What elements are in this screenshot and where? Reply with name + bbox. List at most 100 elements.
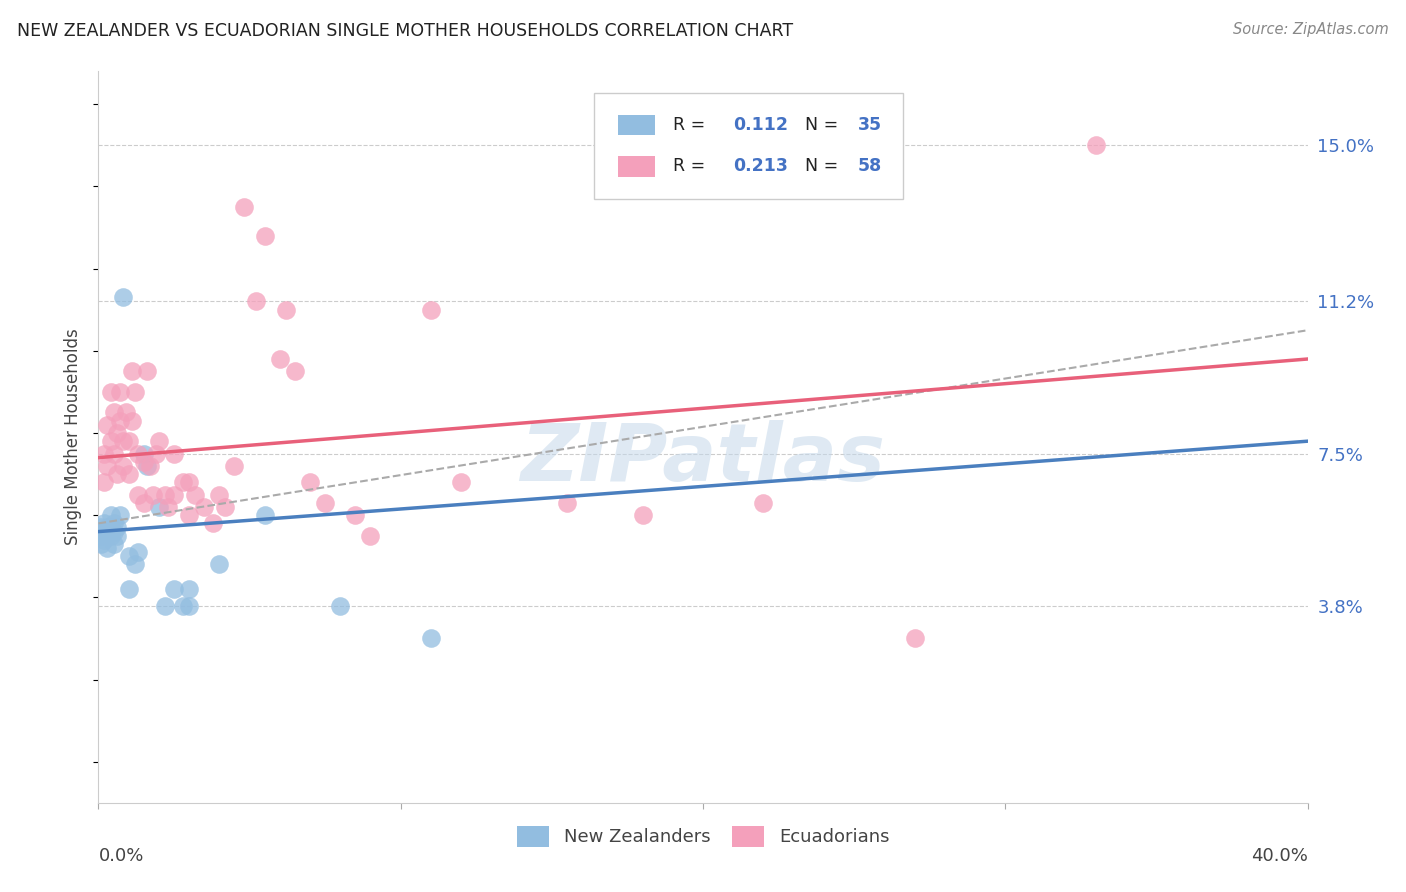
Point	[1085, 138, 1108, 153]
Point	[111, 290, 134, 304]
Point	[202, 516, 225, 531]
Point	[153, 487, 176, 501]
Point	[90, 537, 112, 551]
Text: 40.0%: 40.0%	[1251, 847, 1308, 864]
Point	[127, 446, 149, 460]
Point	[90, 529, 112, 543]
Point	[118, 434, 141, 449]
Point	[163, 446, 186, 460]
Text: N =: N =	[793, 116, 844, 134]
Point	[132, 496, 155, 510]
Point	[450, 475, 472, 490]
Text: R =: R =	[672, 116, 710, 134]
Point	[163, 582, 186, 596]
Point	[103, 516, 125, 531]
Point	[96, 541, 118, 555]
Point	[163, 487, 186, 501]
Point	[103, 446, 125, 460]
Point	[214, 500, 236, 514]
Text: Source: ZipAtlas.com: Source: ZipAtlas.com	[1233, 22, 1389, 37]
Text: NEW ZEALANDER VS ECUADORIAN SINGLE MOTHER HOUSEHOLDS CORRELATION CHART: NEW ZEALANDER VS ECUADORIAN SINGLE MOTHE…	[17, 22, 793, 40]
Point	[314, 496, 336, 510]
Point	[111, 458, 134, 473]
Point	[118, 549, 141, 564]
Point	[142, 487, 165, 501]
Point	[139, 458, 162, 473]
Text: 0.0%: 0.0%	[98, 847, 143, 864]
Text: 0.112: 0.112	[734, 116, 789, 134]
Point	[96, 417, 118, 432]
Point	[121, 364, 143, 378]
Point	[103, 524, 125, 539]
Point	[224, 458, 246, 473]
Text: 58: 58	[858, 158, 882, 176]
Text: N =: N =	[793, 158, 844, 176]
Point	[232, 200, 254, 214]
Point	[172, 599, 194, 613]
Point	[284, 364, 307, 378]
Point	[148, 434, 170, 449]
FancyBboxPatch shape	[595, 94, 903, 200]
Point	[329, 599, 352, 613]
Point	[121, 414, 143, 428]
Point	[179, 475, 201, 490]
Point	[103, 537, 125, 551]
Point	[127, 545, 149, 559]
Point	[135, 364, 157, 378]
Point	[90, 520, 112, 534]
Point	[208, 558, 231, 572]
Point	[93, 524, 115, 539]
Point	[100, 508, 122, 523]
Point	[420, 632, 443, 646]
Point	[100, 434, 122, 449]
Point	[105, 425, 128, 440]
Point	[245, 294, 267, 309]
Point	[114, 405, 136, 419]
Legend: New Zealanders, Ecuadorians: New Zealanders, Ecuadorians	[508, 817, 898, 856]
Point	[172, 475, 194, 490]
Point	[153, 599, 176, 613]
Point	[274, 302, 297, 317]
Point	[179, 582, 201, 596]
Point	[108, 414, 131, 428]
Point	[96, 520, 118, 534]
Point	[105, 520, 128, 534]
Point	[148, 500, 170, 514]
Point	[179, 599, 201, 613]
Point	[105, 529, 128, 543]
Point	[108, 508, 131, 523]
Point	[96, 529, 118, 543]
Point	[179, 508, 201, 523]
Point	[904, 632, 927, 646]
Point	[132, 446, 155, 460]
Point	[103, 405, 125, 419]
Point	[93, 516, 115, 531]
Point	[555, 496, 578, 510]
Point	[132, 455, 155, 469]
Text: ZIPatlas: ZIPatlas	[520, 420, 886, 498]
Point	[631, 508, 654, 523]
Point	[420, 302, 443, 317]
Point	[124, 384, 146, 399]
Point	[299, 475, 322, 490]
Point	[93, 475, 115, 490]
Point	[145, 446, 167, 460]
Point	[193, 500, 215, 514]
Point	[156, 500, 179, 514]
Point	[344, 508, 367, 523]
Point	[135, 458, 157, 473]
Point	[752, 496, 775, 510]
Text: 0.213: 0.213	[734, 158, 789, 176]
Point	[111, 434, 134, 449]
Point	[118, 467, 141, 481]
Point	[100, 529, 122, 543]
Text: 35: 35	[858, 116, 882, 134]
Point	[96, 458, 118, 473]
Point	[253, 508, 276, 523]
Point	[208, 487, 231, 501]
Text: R =: R =	[672, 158, 710, 176]
Y-axis label: Single Mother Households: Single Mother Households	[65, 329, 83, 545]
Point	[360, 529, 382, 543]
Point	[100, 520, 122, 534]
FancyBboxPatch shape	[619, 156, 655, 177]
